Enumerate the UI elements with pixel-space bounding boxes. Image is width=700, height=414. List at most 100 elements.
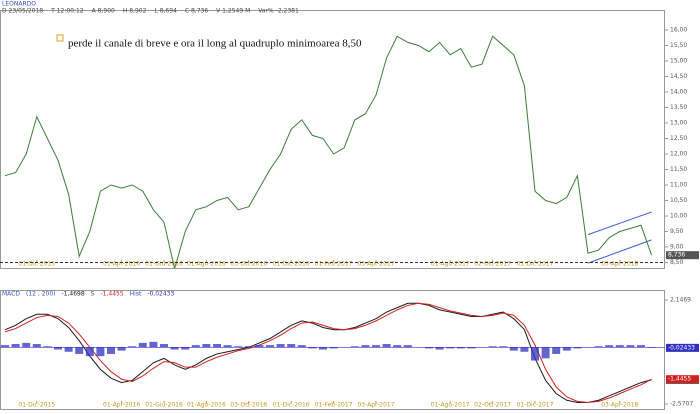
histogram-bar	[393, 345, 402, 348]
annotation-icon	[56, 34, 64, 42]
y-tick-label: 10,50	[670, 197, 687, 204]
x-tick-label: 03-Apr-2017	[357, 261, 394, 268]
histogram-bar	[138, 342, 147, 348]
histogram-bar	[32, 344, 41, 348]
histogram-bar	[128, 346, 137, 348]
histogram-bar	[43, 346, 52, 348]
header-field: D 23/05/2018	[2, 8, 43, 15]
histogram-bar	[531, 347, 539, 361]
histogram-bar	[647, 347, 656, 348]
macd-header: S	[91, 291, 95, 298]
value-tag-label: 8,736	[668, 252, 685, 259]
header-field: Var% -2,2381	[258, 8, 299, 15]
histogram-bar	[562, 347, 571, 351]
histogram-bar	[75, 347, 84, 354]
y-tick-label: 9,00	[670, 244, 684, 251]
histogram-bar	[594, 346, 603, 348]
histogram-bar	[276, 344, 285, 348]
x-tick-label: 01-Giu-2016	[145, 261, 183, 268]
price-panel	[0, 10, 665, 269]
histogram-bar	[520, 347, 529, 352]
histogram-bar	[308, 347, 317, 349]
macd-header: -0,02433	[147, 291, 174, 298]
channel-line	[587, 211, 652, 236]
x-tick-label: 01-Ago-2016	[187, 261, 226, 268]
value-tag	[666, 343, 699, 352]
value-tag	[666, 375, 699, 384]
histogram-bar	[11, 344, 20, 348]
y-tick-label: 16,00	[670, 27, 687, 34]
y-tick-label: 10,00	[670, 213, 687, 220]
x-tick-label: 01-Dic-2017	[517, 261, 554, 268]
histogram-bar	[605, 345, 614, 348]
header-field: C 8,736	[185, 8, 208, 15]
histogram-bar	[573, 347, 582, 349]
x-tick-label: 03-Ott-2016	[230, 402, 267, 409]
y-tick-label: 14,00	[670, 89, 687, 96]
histogram-bar	[1, 345, 9, 348]
header-field: L 8,694	[154, 8, 177, 15]
x-tick-label: 01-Dic-2015	[18, 402, 55, 409]
x-tick-label: 03-Apr-2018	[601, 402, 638, 409]
histogram-bar	[266, 345, 274, 348]
histogram-bar	[22, 342, 31, 348]
histogram-bar	[403, 345, 412, 348]
macd-header: MACD	[2, 291, 20, 298]
value-tag	[666, 251, 699, 260]
x-tick-label: 01-Giu-2016	[145, 402, 183, 409]
y-tick-label: 14,50	[670, 73, 687, 80]
histogram-bar	[637, 345, 645, 348]
x-tick-label: 01-Feb-2017	[315, 261, 353, 268]
histogram-bar	[446, 347, 455, 349]
y-tick-label: 11,50	[670, 166, 687, 173]
x-tick-label: 01-Apr-2016	[103, 261, 140, 268]
y-tick-label: 12,00	[670, 151, 687, 158]
histogram-bar	[160, 344, 168, 348]
x-tick-label: 01-Dic-2016	[273, 261, 310, 268]
header-field: H 8,902	[123, 8, 147, 15]
header-field: A 8,900	[92, 8, 115, 15]
price-line	[4, 35, 653, 268]
x-tick-label: 02-Ott-2017	[474, 402, 511, 409]
histogram-bar	[615, 345, 624, 348]
symbol-title: LEONARDO	[2, 1, 36, 8]
histogram-bar	[350, 346, 359, 348]
x-tick-label: 03-Ott-2016	[230, 261, 267, 268]
x-tick-label: 01-Ago-2017	[431, 402, 470, 409]
histogram-bar	[181, 347, 190, 350]
histogram-bar	[85, 347, 94, 357]
header-field: T 12:00:12	[50, 8, 84, 15]
macd-line	[4, 302, 652, 403]
plot-area	[4, 35, 653, 268]
value-tag-label: -0,02433	[668, 344, 695, 351]
macd-header: -1,4455	[100, 291, 123, 298]
histogram-bar	[96, 347, 105, 357]
y-tick-label: 9,50	[670, 228, 684, 235]
macd-header: -1,4698	[62, 291, 85, 298]
y-tick-label: 11,00	[670, 182, 687, 189]
x-tick-label: 02-Ott-2017	[474, 261, 511, 268]
y-tick-label: 15,50	[670, 42, 687, 49]
histogram-bar	[64, 347, 73, 352]
histogram-bar	[509, 347, 518, 351]
histogram-bar	[488, 346, 497, 348]
macd-header: Hist	[130, 291, 142, 298]
histogram-bar	[297, 345, 306, 348]
value-tag-label: -1,4455	[668, 376, 691, 383]
histogram-bar	[382, 344, 391, 348]
header-field: V 1,2549 M	[216, 8, 250, 15]
x-tick-label: 01-Feb-2017	[315, 402, 353, 409]
histogram-bar	[456, 347, 465, 349]
histogram-bar	[319, 347, 327, 350]
y-tick-label: 13,50	[670, 104, 687, 111]
histogram-bar	[107, 347, 115, 354]
histogram-bar	[234, 346, 243, 348]
x-tick-label: 01-Dic-2015	[18, 261, 55, 268]
histogram-bar	[117, 347, 126, 351]
histogram-bar	[361, 345, 370, 348]
histogram-bar	[499, 346, 508, 348]
histogram-bar	[255, 345, 264, 348]
plot-area	[0, 302, 665, 403]
histogram-bar	[626, 345, 635, 348]
